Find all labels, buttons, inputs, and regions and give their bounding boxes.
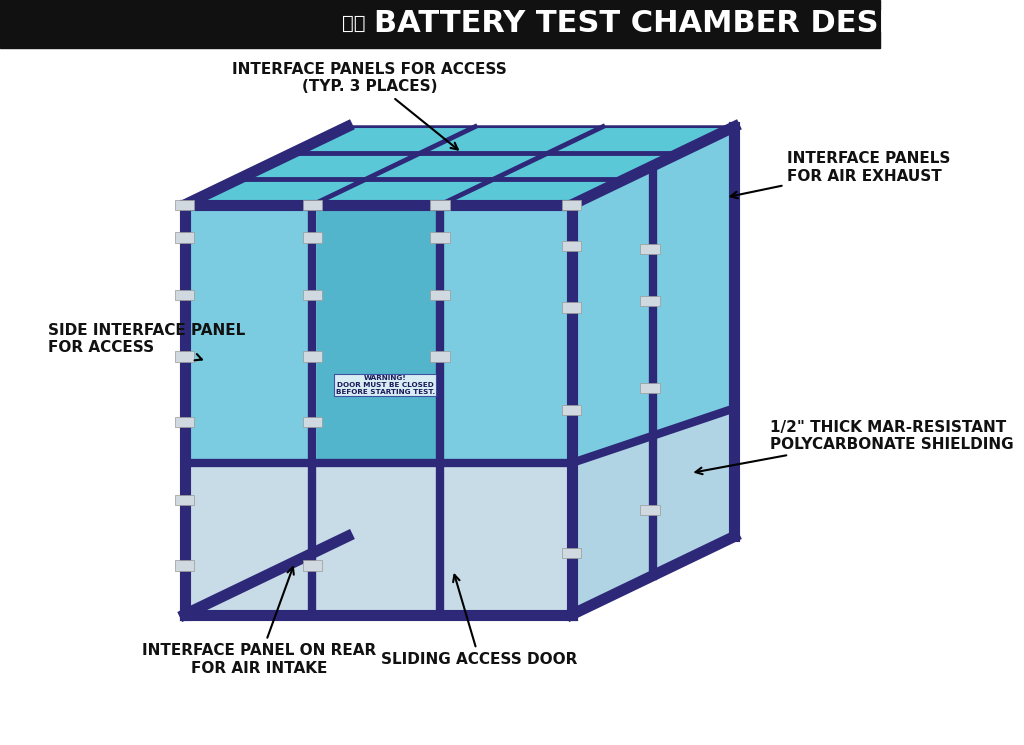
Text: INTERFACE PANEL ON REAR
FOR AIR INTAKE: INTERFACE PANEL ON REAR FOR AIR INTAKE <box>142 567 377 676</box>
Text: INTERFACE PANELS
FOR AIR EXHAUST: INTERFACE PANELS FOR AIR EXHAUST <box>731 151 950 198</box>
Bar <box>640 244 659 254</box>
Polygon shape <box>571 408 734 615</box>
Bar <box>175 232 195 243</box>
Bar <box>430 290 450 300</box>
Text: ⓉⓈ: ⓉⓈ <box>342 14 365 34</box>
Bar <box>175 417 195 428</box>
Bar <box>175 495 195 505</box>
Text: BATTERY TEST CHAMBER DESIGN: BATTERY TEST CHAMBER DESIGN <box>374 10 940 38</box>
Text: WARNING!
DOOR MUST BE CLOSED
BEFORE STARTING TEST.: WARNING! DOOR MUST BE CLOSED BEFORE STAR… <box>336 375 434 395</box>
Bar <box>303 560 323 571</box>
Bar <box>303 352 323 362</box>
Polygon shape <box>184 127 734 205</box>
Bar <box>430 352 450 362</box>
Bar <box>303 200 323 210</box>
Text: 1/2" THICK MAR-RESISTANT
POLYCARBONATE SHIELDING: 1/2" THICK MAR-RESISTANT POLYCARBONATE S… <box>695 419 1014 475</box>
Bar <box>562 241 582 251</box>
Bar <box>303 232 323 243</box>
Bar <box>562 200 582 210</box>
Text: SIDE INTERFACE PANEL
FOR ACCESS: SIDE INTERFACE PANEL FOR ACCESS <box>48 323 246 361</box>
Bar <box>562 548 582 559</box>
Bar <box>175 560 195 571</box>
Bar <box>175 200 195 210</box>
Bar <box>640 296 659 306</box>
Text: SLIDING ACCESS DOOR: SLIDING ACCESS DOOR <box>381 575 578 667</box>
Bar <box>562 405 582 415</box>
Bar <box>303 417 323 428</box>
Bar <box>303 290 323 300</box>
Polygon shape <box>184 205 571 463</box>
Polygon shape <box>184 463 571 615</box>
Bar <box>640 504 659 515</box>
Text: INTERFACE PANELS FOR ACCESS
(TYP. 3 PLACES): INTERFACE PANELS FOR ACCESS (TYP. 3 PLAC… <box>232 62 507 150</box>
Bar <box>430 232 450 243</box>
Bar <box>640 383 659 393</box>
Polygon shape <box>316 209 436 459</box>
Bar <box>175 352 195 362</box>
Polygon shape <box>571 127 734 463</box>
Bar <box>175 290 195 300</box>
Bar <box>562 302 582 313</box>
Bar <box>430 200 450 210</box>
Bar <box>0 0 880 48</box>
